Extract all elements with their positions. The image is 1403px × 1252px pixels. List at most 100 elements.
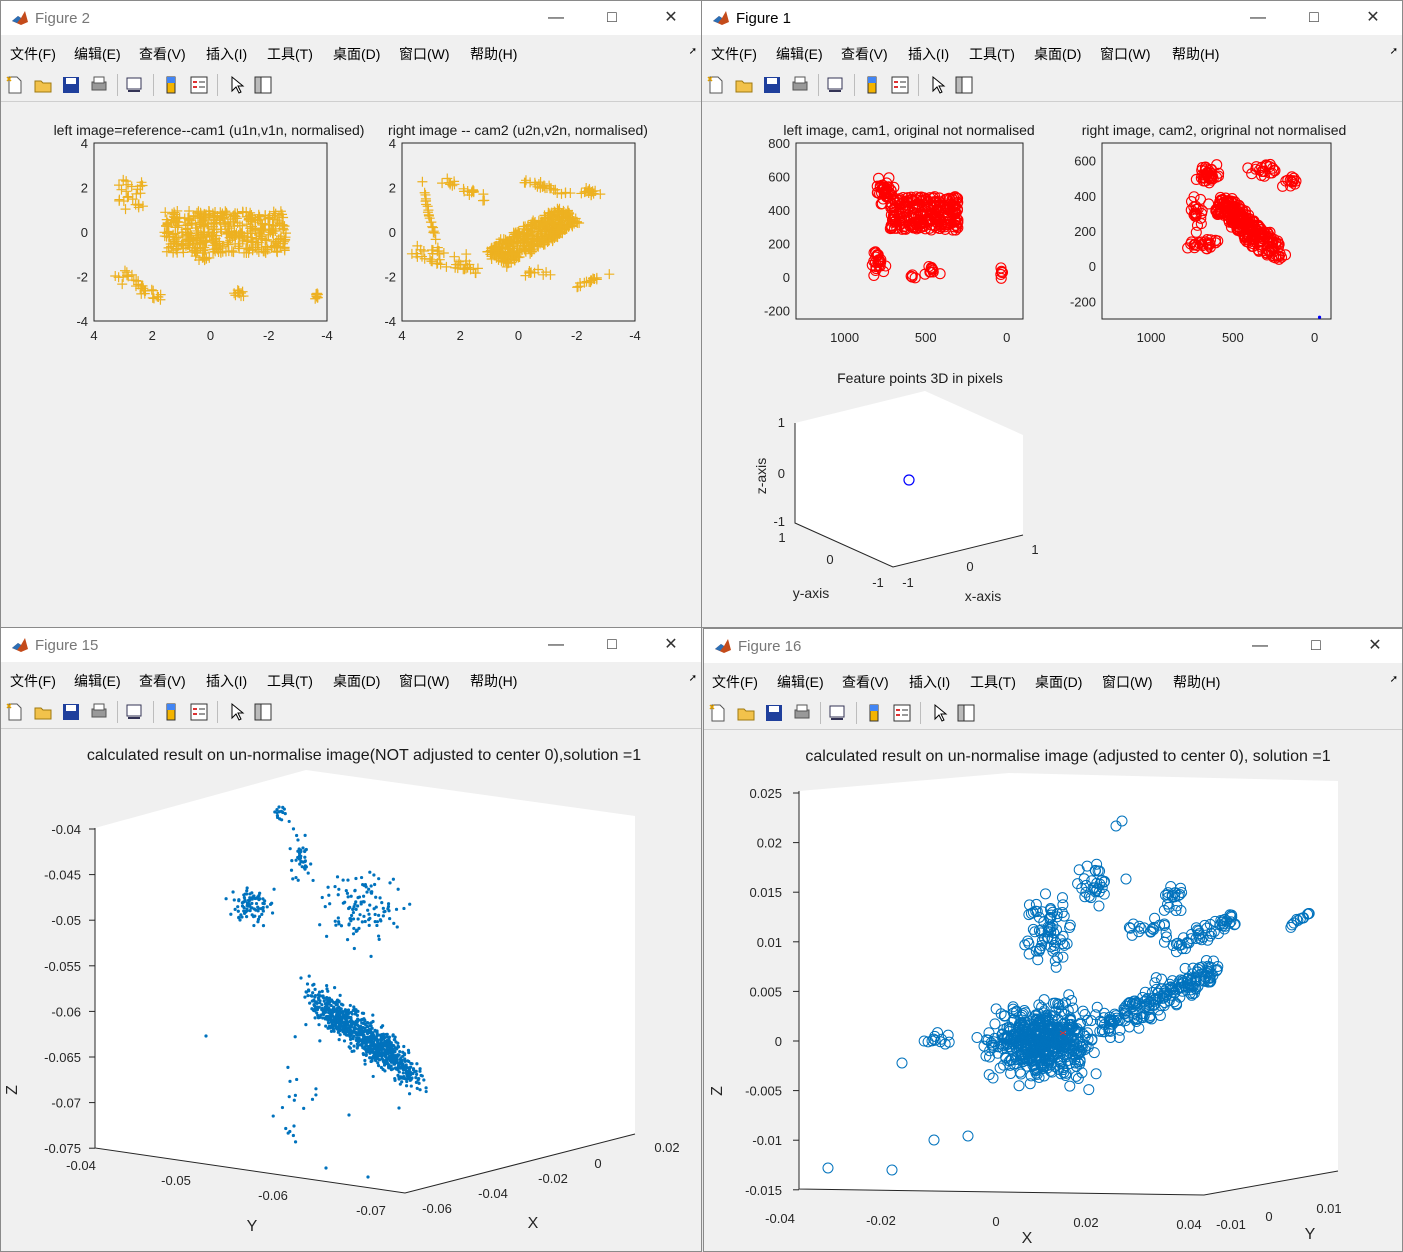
legend-icon[interactable] bbox=[189, 702, 209, 722]
property-inspector-icon[interactable] bbox=[253, 75, 273, 95]
menu-tools[interactable]: 工具(T) bbox=[267, 673, 313, 689]
arrow-pointer-icon[interactable] bbox=[227, 702, 247, 722]
data-marker bbox=[351, 1037, 355, 1041]
open-folder-icon[interactable] bbox=[736, 703, 756, 723]
arrow-pointer-icon[interactable] bbox=[928, 75, 948, 95]
menu-overflow-icon[interactable]: ➚ bbox=[688, 673, 697, 684]
data-marker bbox=[258, 897, 262, 901]
save-icon[interactable] bbox=[61, 702, 81, 722]
property-inspector-icon[interactable] bbox=[253, 702, 273, 722]
colorbar-icon[interactable] bbox=[864, 703, 884, 723]
print-icon[interactable] bbox=[89, 702, 109, 722]
menu-window[interactable]: 窗口(W) bbox=[1102, 674, 1153, 690]
close-button[interactable]: ✕ bbox=[1366, 9, 1380, 26]
menu-desktop[interactable]: 桌面(D) bbox=[333, 46, 381, 62]
open-folder-icon[interactable] bbox=[734, 75, 754, 95]
menu-tools[interactable]: 工具(T) bbox=[970, 674, 1016, 690]
menu-help[interactable]: 帮助(H) bbox=[470, 46, 518, 62]
colorbar-icon[interactable] bbox=[161, 75, 181, 95]
menu-window[interactable]: 窗口(W) bbox=[1100, 46, 1151, 62]
data-marker bbox=[1039, 888, 1051, 900]
menu-window[interactable]: 窗口(W) bbox=[399, 46, 450, 62]
save-icon[interactable] bbox=[764, 703, 784, 723]
menu-insert[interactable]: 插入(I) bbox=[909, 674, 951, 690]
link-plot-icon[interactable] bbox=[124, 702, 144, 722]
menu-desktop[interactable]: 桌面(D) bbox=[1034, 46, 1082, 62]
close-button[interactable]: ✕ bbox=[1368, 637, 1382, 654]
data-marker bbox=[1038, 994, 1050, 1006]
new-file-icon[interactable] bbox=[706, 75, 726, 95]
maximize-button[interactable]: □ bbox=[1311, 637, 1321, 654]
menu-edit[interactable]: 编辑(E) bbox=[74, 46, 121, 62]
maximize-button[interactable]: □ bbox=[607, 9, 617, 26]
new-file-icon[interactable] bbox=[5, 75, 25, 95]
legend-icon[interactable] bbox=[189, 75, 209, 95]
menu-tools[interactable]: 工具(T) bbox=[969, 46, 1015, 62]
data-marker bbox=[948, 198, 961, 210]
print-icon[interactable] bbox=[792, 703, 812, 723]
data-marker bbox=[305, 982, 310, 986]
minimize-button[interactable]: — bbox=[1252, 637, 1268, 654]
property-inspector-icon[interactable] bbox=[956, 703, 976, 723]
menu-view[interactable]: 查看(V) bbox=[841, 46, 888, 62]
new-file-icon[interactable] bbox=[5, 702, 25, 722]
colorbar-icon[interactable] bbox=[161, 702, 181, 722]
menu-view[interactable]: 查看(V) bbox=[842, 674, 889, 690]
menu-insert[interactable]: 插入(I) bbox=[908, 46, 950, 62]
print-icon[interactable] bbox=[790, 75, 810, 95]
y-tick-label: 0 bbox=[783, 270, 790, 285]
menu-file[interactable]: 文件(F) bbox=[711, 46, 757, 62]
menu-insert[interactable]: 插入(I) bbox=[206, 673, 248, 689]
title-bar[interactable]: Figure 16 — □ ✕ bbox=[704, 629, 1402, 663]
data-marker bbox=[468, 264, 479, 275]
menu-help[interactable]: 帮助(H) bbox=[470, 673, 518, 689]
menu-desktop[interactable]: 桌面(D) bbox=[1035, 674, 1083, 690]
menu-file[interactable]: 文件(F) bbox=[10, 673, 56, 689]
print-icon[interactable] bbox=[89, 75, 109, 95]
arrow-pointer-icon[interactable] bbox=[227, 75, 247, 95]
menu-overflow-icon[interactable]: ➚ bbox=[1389, 674, 1398, 685]
menu-tools[interactable]: 工具(T) bbox=[267, 46, 313, 62]
save-icon[interactable] bbox=[61, 75, 81, 95]
menu-insert[interactable]: 插入(I) bbox=[206, 46, 248, 62]
save-icon[interactable] bbox=[762, 75, 782, 95]
menu-file[interactable]: 文件(F) bbox=[712, 674, 758, 690]
menu-edit[interactable]: 编辑(E) bbox=[777, 674, 824, 690]
minimize-button[interactable]: — bbox=[548, 9, 564, 26]
menu-edit[interactable]: 编辑(E) bbox=[74, 673, 121, 689]
property-inspector-icon[interactable] bbox=[954, 75, 974, 95]
legend-icon[interactable] bbox=[890, 75, 910, 95]
menu-desktop[interactable]: 桌面(D) bbox=[333, 673, 381, 689]
link-plot-icon[interactable] bbox=[124, 75, 144, 95]
link-plot-icon[interactable] bbox=[827, 703, 847, 723]
menu-view[interactable]: 查看(V) bbox=[139, 46, 186, 62]
title-bar[interactable]: Figure 1 — □ ✕ bbox=[702, 1, 1402, 35]
menu-overflow-icon[interactable]: ➚ bbox=[1389, 46, 1398, 57]
legend-icon[interactable] bbox=[892, 703, 912, 723]
data-marker bbox=[507, 249, 518, 260]
close-button[interactable]: ✕ bbox=[664, 9, 678, 26]
new-file-icon[interactable] bbox=[708, 703, 728, 723]
open-folder-icon[interactable] bbox=[33, 702, 53, 722]
menu-window[interactable]: 窗口(W) bbox=[399, 673, 450, 689]
menu-overflow-icon[interactable]: ➚ bbox=[688, 46, 697, 57]
colorbar-icon[interactable] bbox=[862, 75, 882, 95]
title-bar[interactable]: Figure 15 — □ ✕ bbox=[1, 628, 701, 662]
minimize-button[interactable]: — bbox=[548, 636, 564, 653]
figure-1-window: Figure 1 — □ ✕ 文件(F) 编辑(E) 查看(V) 插入(I) 工… bbox=[701, 0, 1403, 628]
minimize-button[interactable]: — bbox=[1250, 9, 1266, 26]
open-folder-icon[interactable] bbox=[33, 75, 53, 95]
close-button[interactable]: ✕ bbox=[664, 636, 678, 653]
title-bar[interactable]: Figure 2 — □ ✕ bbox=[1, 1, 701, 35]
menu-edit[interactable]: 编辑(E) bbox=[776, 46, 823, 62]
menu-file[interactable]: 文件(F) bbox=[10, 46, 56, 62]
maximize-button[interactable]: □ bbox=[607, 636, 617, 653]
link-plot-icon[interactable] bbox=[825, 75, 845, 95]
menu-help[interactable]: 帮助(H) bbox=[1172, 46, 1220, 62]
arrow-pointer-icon[interactable] bbox=[930, 703, 950, 723]
maximize-button[interactable]: □ bbox=[1309, 9, 1319, 26]
menu-help[interactable]: 帮助(H) bbox=[1173, 674, 1221, 690]
data-marker bbox=[320, 1003, 324, 1007]
data-marker bbox=[232, 898, 236, 902]
menu-view[interactable]: 查看(V) bbox=[139, 673, 186, 689]
